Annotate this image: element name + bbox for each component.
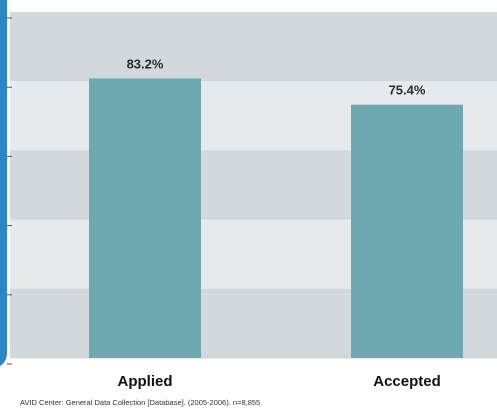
value-labels-group: 83.2% 75.4%	[127, 56, 426, 97]
source-note: AVID Center: General Data Collection [Da…	[20, 398, 261, 407]
y-axis-ticks	[7, 17, 12, 365]
grid-band	[10, 12, 497, 82]
bar-accepted	[351, 104, 463, 358]
category-labels-group: Applied Accepted	[118, 373, 441, 390]
bar-value-label: 83.2%	[127, 56, 164, 71]
category-label: Applied	[118, 373, 173, 390]
left-frame-decoration	[0, 0, 7, 366]
bar-value-label: 75.4%	[389, 83, 426, 98]
bars-group	[89, 78, 463, 358]
bar-applied	[89, 78, 201, 358]
category-label: Accepted	[373, 373, 441, 390]
